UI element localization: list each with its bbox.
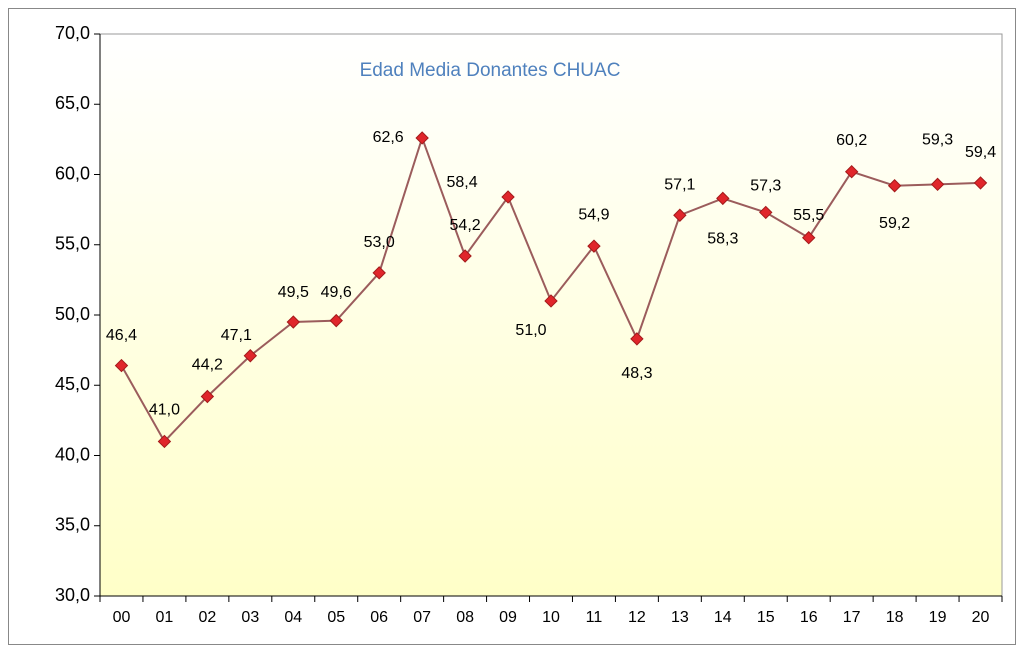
plot-area: [99, 33, 1003, 597]
y-tick-label: 35,0: [55, 515, 90, 535]
data-label: 48,3: [621, 365, 652, 382]
y-tick-label: 70,0: [55, 23, 90, 43]
data-label: 47,1: [221, 327, 252, 344]
x-tick-label: 07: [413, 609, 431, 626]
data-label: 54,9: [578, 206, 609, 223]
data-marker: [716, 191, 730, 206]
data-label: 49,6: [321, 284, 352, 301]
data-marker: [372, 266, 386, 280]
data-marker: [630, 332, 644, 346]
x-tick-label: 00: [113, 609, 131, 626]
data-label: 49,5: [278, 284, 309, 301]
data-marker: [802, 231, 816, 245]
y-tick-label: 60,0: [55, 163, 90, 183]
y-tick-label: 40,0: [55, 444, 90, 464]
data-label: 58,4: [446, 174, 477, 191]
y-tick-label: 45,0: [55, 374, 90, 394]
y-tick-label: 50,0: [55, 304, 90, 324]
x-tick-label: 05: [327, 609, 345, 626]
x-tick-label: 18: [886, 609, 904, 626]
x-tick-label: 01: [156, 609, 174, 626]
data-label: 41,0: [149, 402, 180, 419]
data-marker: [973, 176, 988, 190]
y-tick-label: 55,0: [55, 234, 90, 254]
data-label: 55,5: [793, 207, 824, 224]
data-marker: [587, 239, 601, 253]
data-label: 58,3: [707, 231, 738, 248]
data-marker: [329, 313, 343, 328]
x-tick-label: 19: [929, 609, 947, 626]
data-marker: [673, 208, 687, 222]
data-marker: [544, 294, 558, 308]
data-marker: [200, 389, 215, 404]
x-tick-label: 14: [714, 609, 732, 626]
data-label: 44,2: [192, 357, 223, 374]
x-tick-label: 04: [284, 609, 302, 626]
data-label: 54,2: [450, 217, 481, 234]
x-tick-label: 17: [843, 609, 861, 626]
x-tick-label: 03: [241, 609, 259, 626]
data-label: 53,0: [364, 234, 395, 251]
data-marker: [887, 179, 902, 193]
data-label: 60,2: [836, 132, 867, 149]
x-tick-label: 09: [499, 609, 517, 626]
data-label: 59,2: [879, 215, 910, 232]
data-marker: [243, 349, 258, 363]
data-marker: [286, 315, 300, 329]
x-tick-label: 15: [757, 609, 775, 626]
y-tick-label: 65,0: [55, 93, 90, 113]
data-marker: [501, 190, 515, 204]
x-tick-label: 08: [456, 609, 474, 626]
x-tick-label: 02: [198, 609, 216, 626]
data-label: 62,6: [373, 129, 404, 146]
data-marker: [415, 131, 429, 145]
x-tick-label: 06: [370, 609, 388, 626]
x-tick-label: 11: [586, 609, 603, 626]
x-tick-label: 12: [628, 609, 646, 626]
y-tick-label: 30,0: [55, 585, 90, 605]
data-marker: [157, 434, 172, 449]
data-marker: [458, 249, 472, 263]
data-label: 57,3: [750, 178, 781, 195]
data-label: 59,4: [965, 144, 996, 161]
data-label: 51,0: [515, 322, 546, 339]
data-marker: [844, 164, 859, 179]
data-marker: [759, 205, 773, 220]
chart-title: Edad Media Donantes CHUAC: [360, 60, 621, 81]
data-marker: [930, 177, 945, 192]
x-tick-label: 16: [800, 609, 818, 626]
x-tick-label: 20: [972, 609, 990, 626]
x-tick-label: 13: [671, 609, 689, 626]
data-label: 46,4: [106, 327, 137, 344]
x-tick-label: 10: [542, 609, 560, 626]
data-label: 59,3: [922, 132, 953, 149]
data-marker: [114, 358, 129, 373]
data-label: 57,1: [664, 176, 695, 193]
